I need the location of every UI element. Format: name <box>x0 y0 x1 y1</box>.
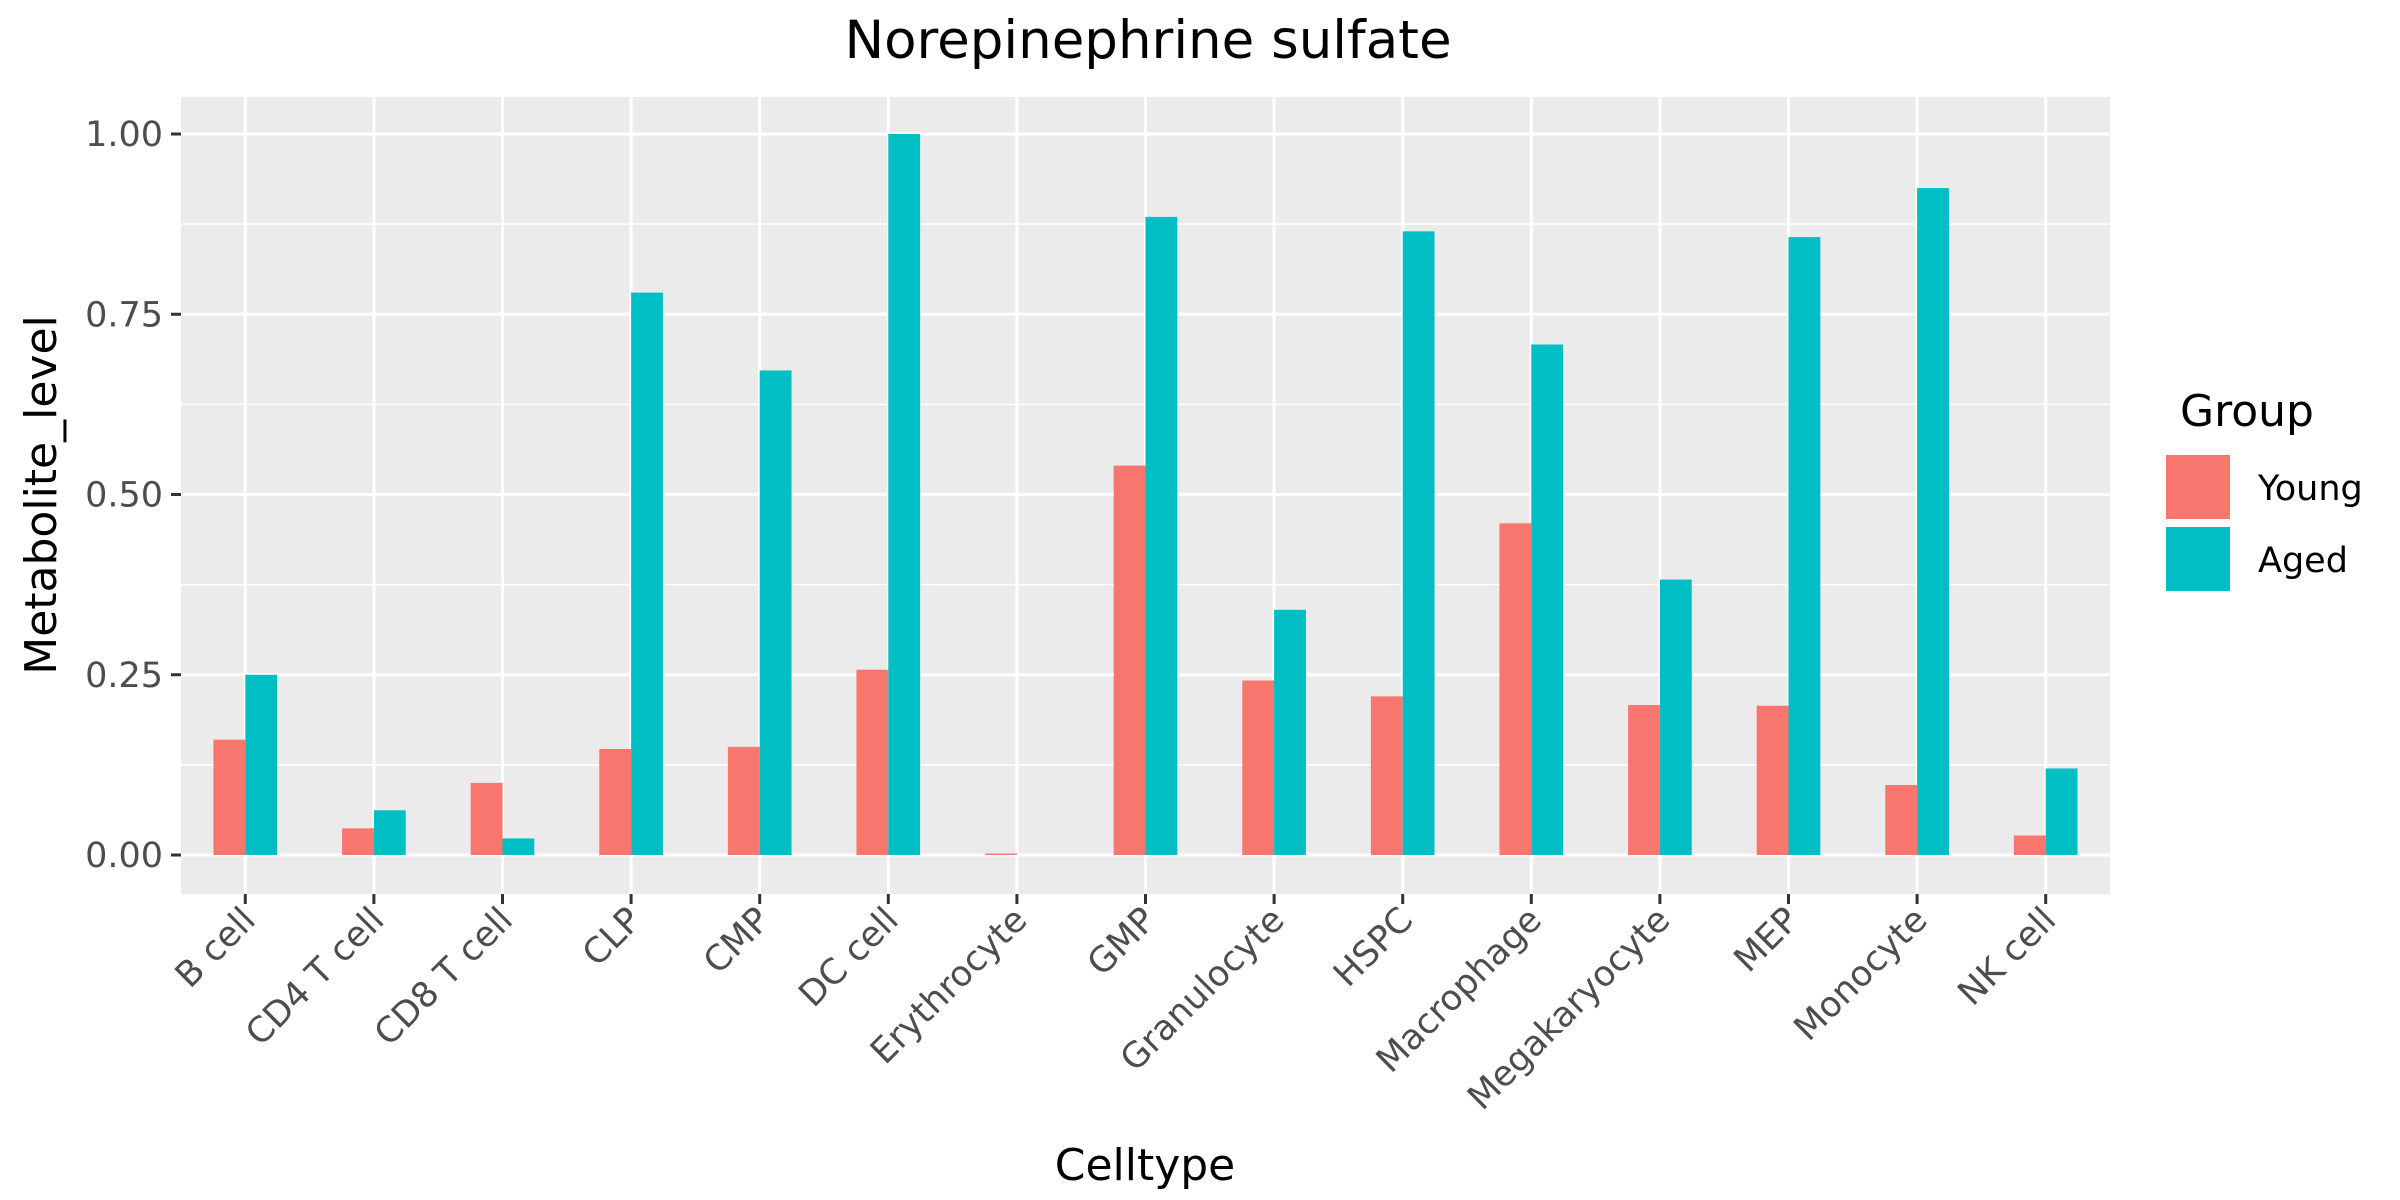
bar-young <box>1628 705 1660 855</box>
x-tick-label: NK cell <box>1951 900 2064 1013</box>
legend: Group Young Aged <box>2166 386 2363 591</box>
bar-aged <box>2045 768 2078 855</box>
bar-aged <box>245 674 278 855</box>
legend-label-aged: Aged <box>2258 541 2348 581</box>
bar-aged <box>631 292 663 855</box>
legend-label-young: Young <box>2257 469 2363 509</box>
bar-young <box>1242 680 1275 855</box>
y-axis: 0.00 0.25 0.50 0.75 1.00 <box>85 115 181 876</box>
bar-aged <box>1145 216 1178 856</box>
x-tick-label: Monocyte <box>1787 900 1936 1049</box>
bar-young <box>213 739 246 855</box>
y-axis-label: Metabolite_level <box>16 315 67 675</box>
x-tick-label: HSPC <box>1326 900 1421 995</box>
bar-young <box>1885 785 1918 855</box>
bar-young <box>2013 835 2046 855</box>
bars <box>213 134 2078 856</box>
bar-aged <box>1917 188 1949 855</box>
bar-young <box>1756 705 1789 855</box>
y-tick-label: 0.00 <box>85 836 163 876</box>
x-tick-label: CD8 T cell <box>367 900 521 1054</box>
x-axis-label: Celltype <box>1055 1140 1236 1191</box>
bar-aged <box>502 838 535 855</box>
bar-young <box>856 669 889 855</box>
y-tick-label: 1.00 <box>85 115 163 155</box>
x-tick-label: DC cell <box>792 900 907 1015</box>
x-tick-label: CLP <box>575 900 649 974</box>
bar-young <box>985 853 1017 855</box>
bar-young <box>342 828 374 855</box>
bar-young <box>1499 523 1532 855</box>
bar-aged <box>1659 579 1692 855</box>
x-tick-label: GMP <box>1080 900 1164 984</box>
y-tick-label: 0.50 <box>85 476 163 516</box>
legend-items: Young Aged <box>2166 455 2363 591</box>
chart-title: Norepinephrine sulfate <box>844 10 1451 71</box>
bar-aged <box>1274 609 1306 855</box>
legend-swatch-aged <box>2166 527 2230 591</box>
y-tick-label: 0.75 <box>85 295 163 335</box>
bar-aged <box>373 810 406 855</box>
bar-aged <box>759 370 792 855</box>
bar-aged <box>1788 237 1821 855</box>
y-tick-label: 0.25 <box>85 656 163 696</box>
x-tick-label: CD4 T cell <box>238 900 392 1054</box>
bar-aged <box>1531 344 1564 855</box>
legend-title: Group <box>2180 386 2314 437</box>
x-tick-label: MEP <box>1727 900 1807 980</box>
bar-aged <box>1402 231 1435 855</box>
bar-young <box>470 782 503 855</box>
bar-young <box>727 746 760 855</box>
bar-young <box>599 749 632 855</box>
legend-swatch-young <box>2166 455 2230 519</box>
bar-aged <box>888 134 921 855</box>
bar-young <box>1370 696 1403 855</box>
bar-young <box>1113 465 1146 855</box>
x-tick-label: B cell <box>168 900 264 996</box>
x-tick-label: CMP <box>696 900 778 982</box>
